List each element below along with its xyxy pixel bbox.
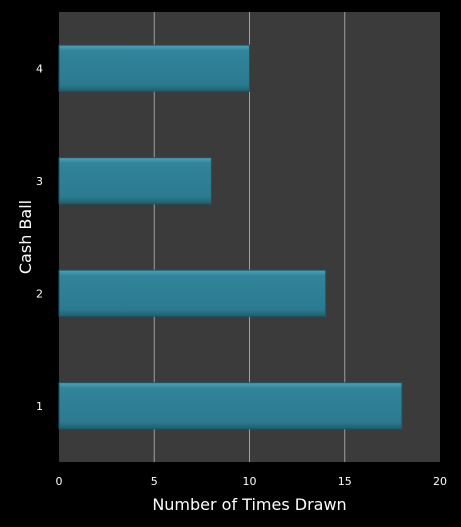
x-tick-labels: 0 5 10 15 20 (56, 475, 448, 488)
bar-2 (58, 269, 327, 317)
bars (58, 44, 403, 430)
x-tick-label: 20 (433, 475, 447, 488)
y-tick-label: 4 (36, 62, 43, 75)
y-tick-label: 1 (36, 400, 43, 413)
bar-3 (58, 157, 212, 205)
bar-4 (58, 44, 250, 92)
x-tick-label: 15 (338, 475, 352, 488)
y-axis-title: Cash Ball (16, 200, 35, 274)
x-tick-label: 5 (151, 475, 158, 488)
y-tick-labels: 1 2 3 4 (36, 62, 43, 413)
y-tick-label: 3 (36, 175, 43, 188)
bar-1 (58, 382, 403, 430)
x-tick-label: 10 (243, 475, 257, 488)
x-tick-label: 0 (56, 475, 63, 488)
y-tick-label: 2 (36, 287, 43, 300)
x-axis-title: Number of Times Drawn (152, 495, 346, 514)
